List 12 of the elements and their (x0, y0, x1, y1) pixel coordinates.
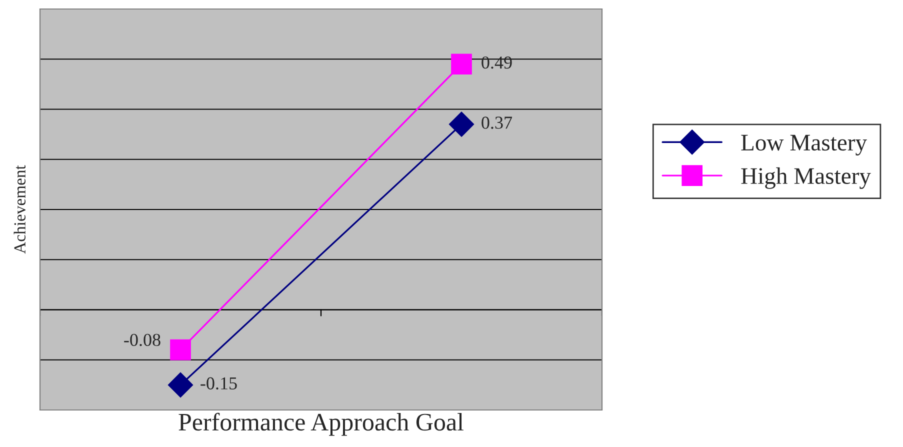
point (170, 339, 191, 360)
x-axis-title: Performance Approach Goal (178, 412, 464, 436)
data-label: 0.49 (482, 56, 512, 69)
y-axis-title: Achievement (14, 165, 26, 254)
data-label: -0.08 (124, 334, 160, 346)
legend-label: High Mastery (741, 167, 871, 189)
point (451, 54, 472, 75)
data-label: 0.37 (482, 116, 512, 129)
point (168, 372, 193, 398)
legend-label: Low Mastery (741, 134, 867, 156)
point (449, 112, 474, 137)
data-label: -0.15 (200, 377, 237, 390)
